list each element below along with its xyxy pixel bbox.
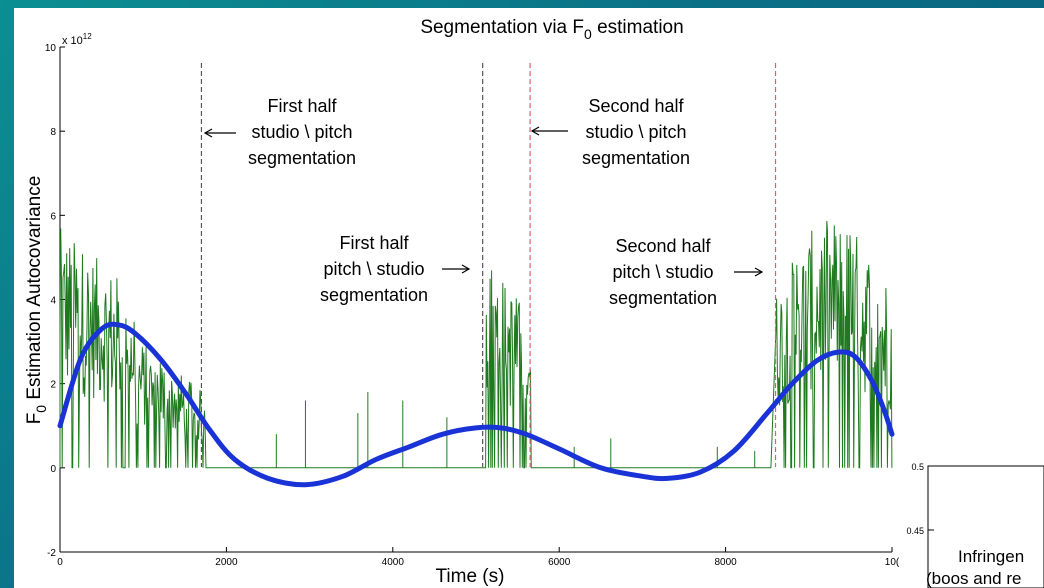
annotation-line: studio \ pitch	[251, 122, 352, 142]
annotation-line: Second half	[588, 96, 684, 116]
inset-text: Infringen	[958, 547, 1024, 566]
inset-plot-area	[927, 465, 1044, 588]
inset-y-tick-label: 0.5	[911, 462, 924, 472]
annotation-line: segmentation	[248, 148, 356, 168]
annotation-line: segmentation	[582, 148, 690, 168]
annotation-line: studio \ pitch	[585, 122, 686, 142]
annotation-first-half-pitch-studio: First half pitch \ studio segmentation	[320, 233, 428, 305]
x-tick-label: 2000	[215, 557, 238, 568]
annotation-arrows	[203, 126, 764, 277]
y-tick-label: 6	[50, 211, 56, 222]
inset-text: (boos and re	[926, 569, 1021, 588]
y-tick-label: 8	[50, 127, 56, 138]
annotation-line: pitch \ studio	[323, 259, 424, 279]
annotation-line: Second half	[615, 236, 711, 256]
annotation-line: segmentation	[320, 285, 428, 305]
y-tick-label: 0	[50, 464, 56, 475]
x-tick-label: 0	[57, 557, 63, 568]
arrow-left-2-head	[530, 126, 540, 136]
arrow-right-2-head	[754, 267, 764, 277]
arrow-right-1-head	[461, 264, 471, 274]
raw-f0-series	[59, 220, 893, 469]
annotation-first-half-studio-pitch: First half studio \ pitch segmentation	[248, 96, 356, 168]
annotation-second-half-pitch-studio: Second half pitch \ studio segmentation	[609, 236, 717, 308]
slide-canvas	[14, 8, 1044, 588]
annotation-line: First half	[339, 233, 409, 253]
arrow-left-1-head	[203, 128, 213, 138]
inset-y-tick-label: 0.45	[906, 526, 924, 536]
annotation-line: pitch \ studio	[612, 262, 713, 282]
x-tick-label: 10(	[885, 557, 900, 568]
annotation-line: segmentation	[609, 288, 717, 308]
x-axis-label: Time (s)	[436, 566, 505, 587]
y-exponent-label: x 1012	[62, 32, 92, 47]
y-tick-label: -2	[47, 548, 56, 559]
x-tick-label: 6000	[548, 557, 571, 568]
annotation-line: First half	[267, 96, 337, 116]
x-tick-label: 4000	[382, 557, 405, 568]
x-tick-label: 8000	[714, 557, 737, 568]
annotation-second-half-studio-pitch: Second half studio \ pitch segmentation	[582, 96, 690, 168]
y-tick-label: 2	[50, 380, 56, 391]
inset-plot: 0.5 0.45 Infringen (boos and re	[906, 462, 1044, 588]
y-tick-label: 4	[50, 296, 56, 307]
smoothed-fit-series	[57, 321, 895, 488]
chart-title: Segmentation via F0 estimation	[420, 17, 683, 42]
y-tick-label: 10	[45, 43, 57, 54]
y-axis-label: F0 Estimation Autocovariance	[24, 176, 49, 425]
